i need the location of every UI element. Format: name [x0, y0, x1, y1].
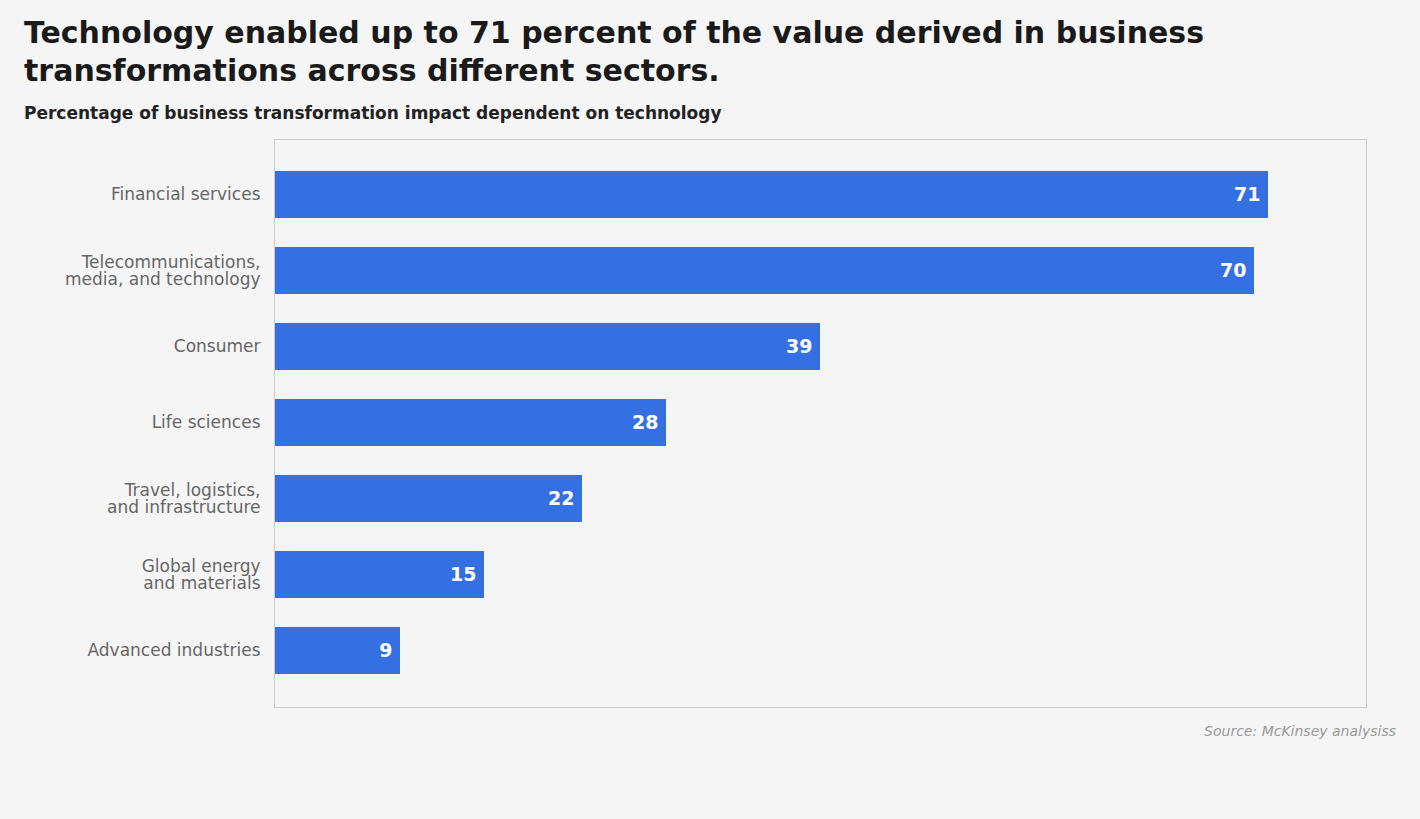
html-text:Source: McKinsey analysiss: Source: McKinsey analysiss: [1204, 723, 1396, 739]
html-text:transformations across differe: transformations across different sectors…: [24, 52, 720, 88]
svg-text:Global energyand materials: Global energyand materials: [142, 556, 261, 593]
svg-text:15: 15: [450, 563, 476, 585]
svg-text:71: 71: [1234, 183, 1260, 205]
svg-text:Telecommunications,media, and: Telecommunications,media, and technology: [65, 252, 261, 289]
svg-text:28: 28: [632, 411, 658, 433]
html-text:Percentage of business transfo: Percentage of business transformation im…: [24, 103, 722, 123]
svg-text:70: 70: [1220, 259, 1246, 281]
html-text:Technology enabled up to 71 pe: Technology enabled up to 71 percent of t…: [24, 15, 1205, 50]
svg-text:Financial services: Financial services: [111, 184, 261, 204]
svg-text:39: 39: [786, 335, 812, 357]
svg-text:22: 22: [548, 487, 574, 509]
svg-text:Life sciences: Life sciences: [152, 412, 261, 432]
svg-text:Consumer: Consumer: [174, 336, 261, 356]
svg-text:Advanced industries: Advanced industries: [88, 640, 261, 660]
svg-text:Travel, logistics,and infrastr: Travel, logistics,and infrastructure: [107, 480, 260, 517]
svg-text:9: 9: [379, 639, 392, 661]
